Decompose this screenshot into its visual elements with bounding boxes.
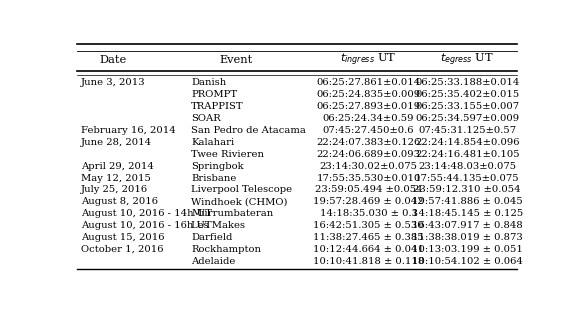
Text: 14:18:45.145 ± 0.125: 14:18:45.145 ± 0.125 — [412, 209, 523, 218]
Text: Les Makes: Les Makes — [191, 221, 245, 230]
Text: 06:25:24.34±0.59: 06:25:24.34±0.59 — [323, 114, 415, 123]
Text: Darfield: Darfield — [191, 233, 233, 242]
Text: San Pedro de Atacama: San Pedro de Atacama — [191, 126, 306, 135]
Text: 10:10:54.102 ± 0.064: 10:10:54.102 ± 0.064 — [412, 257, 523, 266]
Text: Event: Event — [219, 55, 253, 65]
Text: 17:55:35.530±0.010: 17:55:35.530±0.010 — [316, 174, 421, 183]
Text: 11:38:38.019 ± 0.873: 11:38:38.019 ± 0.873 — [412, 233, 523, 242]
Text: Rockhampton: Rockhampton — [191, 245, 261, 254]
Text: PROMPT: PROMPT — [191, 90, 237, 99]
Text: 16:42:51.305 ± 0.530: 16:42:51.305 ± 0.530 — [313, 221, 424, 230]
Text: Date: Date — [99, 55, 126, 65]
Text: October 1, 2016: October 1, 2016 — [81, 245, 164, 254]
Text: 11:38:27.465 ± 0.385: 11:38:27.465 ± 0.385 — [313, 233, 424, 242]
Text: 06:25:33.188±0.014: 06:25:33.188±0.014 — [415, 78, 519, 87]
Text: August 10, 2016 - 16h UT: August 10, 2016 - 16h UT — [81, 221, 212, 230]
Text: 06:25:27.861±0.014: 06:25:27.861±0.014 — [316, 78, 421, 87]
Text: 10:12:44.664 ± 0.041: 10:12:44.664 ± 0.041 — [313, 245, 424, 254]
Text: June 3, 2013: June 3, 2013 — [81, 78, 146, 87]
Text: 14:18:35.030 ± 0.3: 14:18:35.030 ± 0.3 — [320, 209, 417, 218]
Text: 19:57:41.886 ± 0.045: 19:57:41.886 ± 0.045 — [412, 197, 523, 206]
Text: Brisbane: Brisbane — [191, 174, 237, 183]
Text: $t_{ingress}$ UT: $t_{ingress}$ UT — [340, 52, 397, 68]
Text: 06:25:35.402±0.015: 06:25:35.402±0.015 — [415, 90, 519, 99]
Text: 17:55:44.135±0.075: 17:55:44.135±0.075 — [415, 174, 519, 183]
Text: 23:59:05.494 ±0.054: 23:59:05.494 ±0.054 — [315, 185, 422, 194]
Text: 23:59:12.310 ±0.054: 23:59:12.310 ±0.054 — [413, 185, 521, 194]
Text: February 16, 2014: February 16, 2014 — [81, 126, 176, 135]
Text: 06:25:33.155±0.007: 06:25:33.155±0.007 — [415, 102, 519, 111]
Text: 06:25:24.835±0.009: 06:25:24.835±0.009 — [317, 90, 420, 99]
Text: $t_{egress}$ UT: $t_{egress}$ UT — [440, 52, 494, 68]
Text: August 10, 2016 - 14h UT: August 10, 2016 - 14h UT — [81, 209, 212, 218]
Text: 07:45:31.125±0.57: 07:45:31.125±0.57 — [418, 126, 516, 135]
Text: 22:24:16.481±0.105: 22:24:16.481±0.105 — [415, 150, 519, 159]
Text: May 12, 2015: May 12, 2015 — [81, 174, 151, 183]
Text: TRAPPIST: TRAPPIST — [191, 102, 244, 111]
Text: 06:25:34.597±0.009: 06:25:34.597±0.009 — [415, 114, 519, 123]
Text: 23:14:30.02±0.075: 23:14:30.02±0.075 — [320, 162, 417, 171]
Text: 16:43:07.917 ± 0.848: 16:43:07.917 ± 0.848 — [412, 221, 523, 230]
Text: 22:24:06.689±0.093: 22:24:06.689±0.093 — [317, 150, 420, 159]
Text: 22:24:14.854±0.096: 22:24:14.854±0.096 — [415, 138, 519, 147]
Text: July 25, 2016: July 25, 2016 — [81, 185, 148, 194]
Text: August 15, 2016: August 15, 2016 — [81, 233, 165, 242]
Text: 06:25:27.893±0.019: 06:25:27.893±0.019 — [317, 102, 420, 111]
Text: Adelaide: Adelaide — [191, 257, 236, 266]
Text: Murrumbateran: Murrumbateran — [191, 209, 273, 218]
Text: Windhoek (CHMO): Windhoek (CHMO) — [191, 197, 288, 206]
Text: Kalahari: Kalahari — [191, 138, 234, 147]
Text: Twee Rivieren: Twee Rivieren — [191, 150, 264, 159]
Text: SOAR: SOAR — [191, 114, 221, 123]
Text: Danish: Danish — [191, 78, 226, 87]
Text: Springbok: Springbok — [191, 162, 244, 171]
Text: 10:13:03.199 ± 0.051: 10:13:03.199 ± 0.051 — [412, 245, 523, 254]
Text: 07:45:27.450±0.6: 07:45:27.450±0.6 — [323, 126, 415, 135]
Text: 10:10:41.818 ± 0.118: 10:10:41.818 ± 0.118 — [313, 257, 424, 266]
Text: August 8, 2016: August 8, 2016 — [81, 197, 158, 206]
Text: 23:14:48.03±0.075: 23:14:48.03±0.075 — [418, 162, 516, 171]
Text: June 28, 2014: June 28, 2014 — [81, 138, 152, 147]
Text: Liverpool Telescope: Liverpool Telescope — [191, 185, 292, 194]
Text: 19:57:28.469 ± 0.042: 19:57:28.469 ± 0.042 — [313, 197, 424, 206]
Text: April 29, 2014: April 29, 2014 — [81, 162, 154, 171]
Text: 22:24:07.383±0.126: 22:24:07.383±0.126 — [316, 138, 421, 147]
